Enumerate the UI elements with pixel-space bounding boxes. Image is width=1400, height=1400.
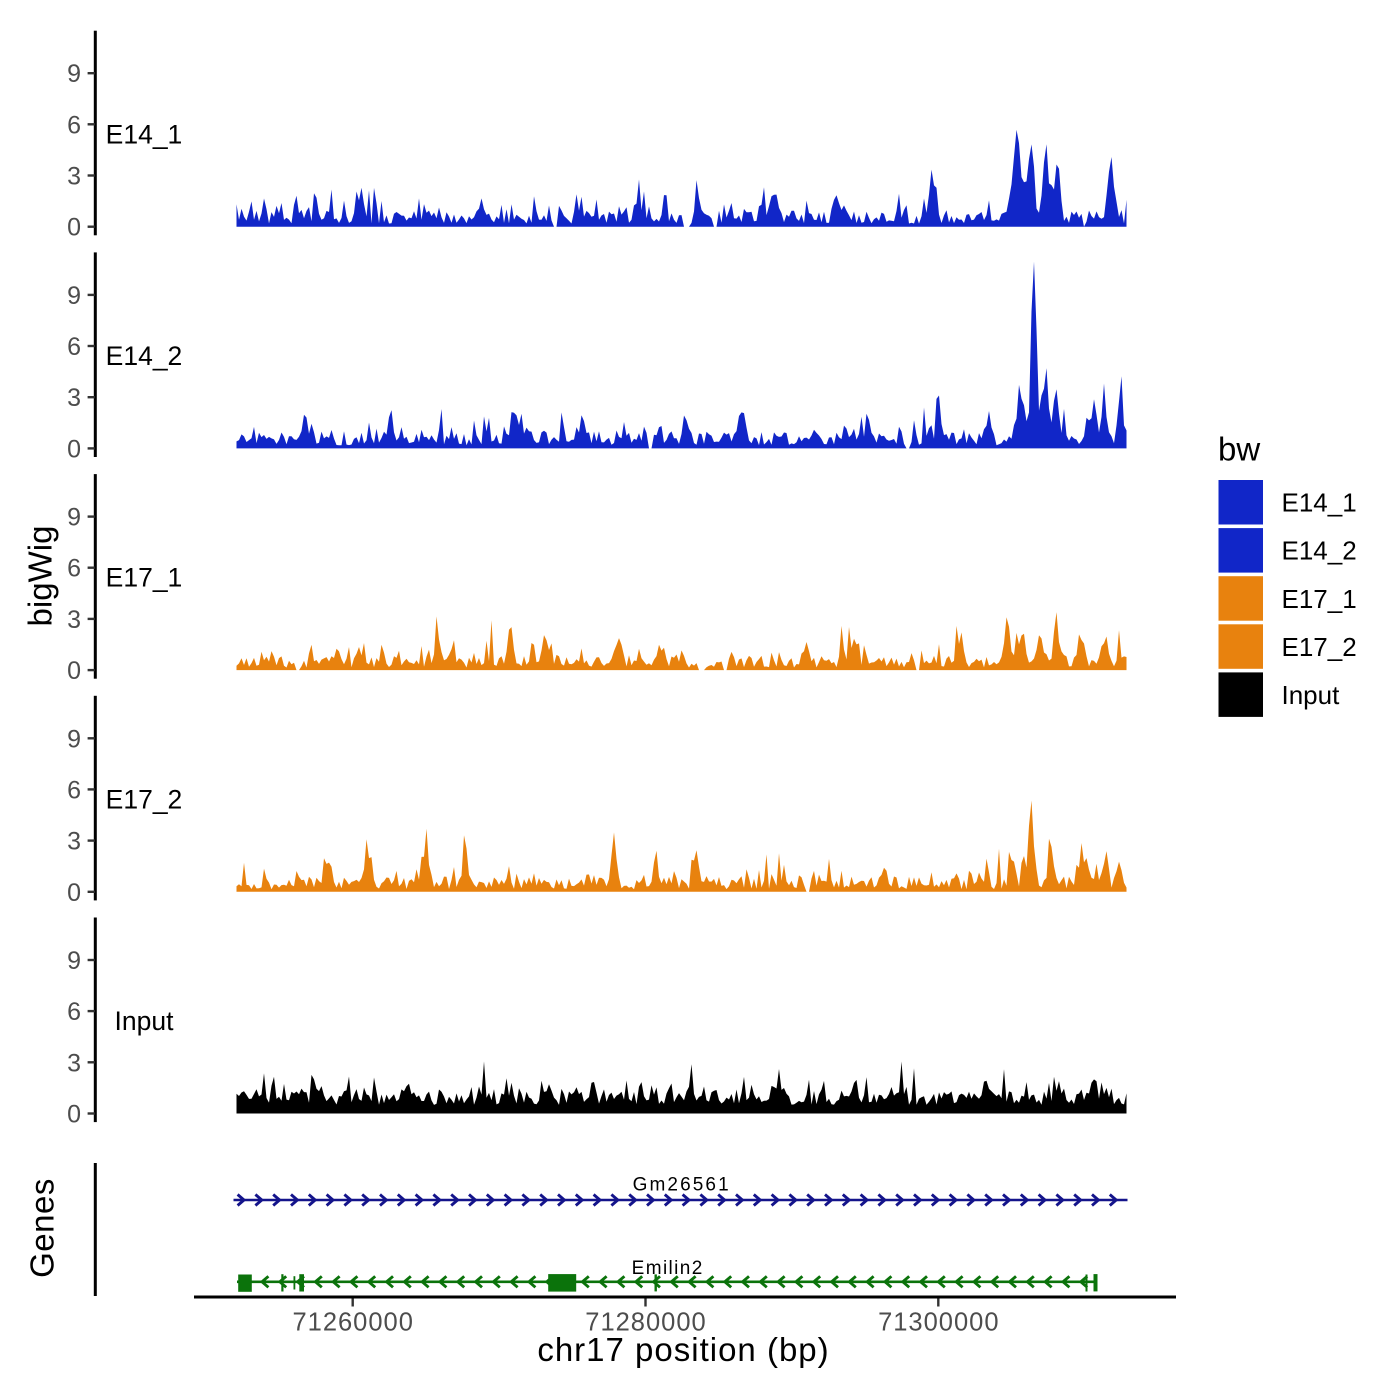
- svg-text:Genes: Genes: [24, 1178, 61, 1278]
- svg-text:71280000: 71280000: [585, 1309, 706, 1337]
- svg-text:bigWig: bigWig: [22, 526, 59, 627]
- svg-text:E14_1: E14_1: [1282, 488, 1357, 518]
- svg-text:E17_2: E17_2: [1282, 632, 1357, 662]
- svg-text:E14_1: E14_1: [106, 119, 183, 149]
- svg-text:Emilin2: Emilin2: [632, 1258, 704, 1279]
- svg-text:Gm26561: Gm26561: [633, 1175, 731, 1196]
- svg-text:9: 9: [67, 282, 81, 310]
- svg-text:3: 3: [67, 606, 81, 634]
- svg-text:6: 6: [67, 555, 81, 583]
- svg-text:9: 9: [67, 504, 81, 532]
- svg-text:0: 0: [67, 657, 81, 685]
- svg-text:E17_2: E17_2: [106, 784, 183, 814]
- svg-text:3: 3: [67, 384, 81, 412]
- svg-text:6: 6: [67, 111, 81, 139]
- svg-text:71260000: 71260000: [292, 1309, 413, 1337]
- svg-text:9: 9: [67, 947, 81, 975]
- svg-text:0: 0: [67, 1101, 81, 1129]
- svg-text:71300000: 71300000: [878, 1309, 999, 1337]
- svg-text:9: 9: [67, 60, 81, 88]
- svg-text:Input: Input: [115, 1006, 175, 1036]
- svg-text:9: 9: [67, 725, 81, 753]
- svg-text:3: 3: [67, 828, 81, 856]
- svg-text:E17_1: E17_1: [1282, 584, 1357, 614]
- svg-text:chr17 position (bp): chr17 position (bp): [537, 1331, 829, 1368]
- svg-text:0: 0: [67, 435, 81, 463]
- svg-text:E14_2: E14_2: [1282, 536, 1357, 566]
- svg-text:E14_2: E14_2: [106, 341, 183, 371]
- svg-text:0: 0: [67, 214, 81, 242]
- svg-text:E17_1: E17_1: [106, 563, 183, 593]
- svg-text:6: 6: [67, 333, 81, 361]
- svg-text:3: 3: [67, 163, 81, 191]
- svg-text:6: 6: [67, 998, 81, 1026]
- svg-text:Input: Input: [1282, 680, 1341, 710]
- svg-text:0: 0: [67, 879, 81, 907]
- svg-text:bw: bw: [1218, 431, 1260, 468]
- svg-text:6: 6: [67, 776, 81, 804]
- svg-text:3: 3: [67, 1049, 81, 1077]
